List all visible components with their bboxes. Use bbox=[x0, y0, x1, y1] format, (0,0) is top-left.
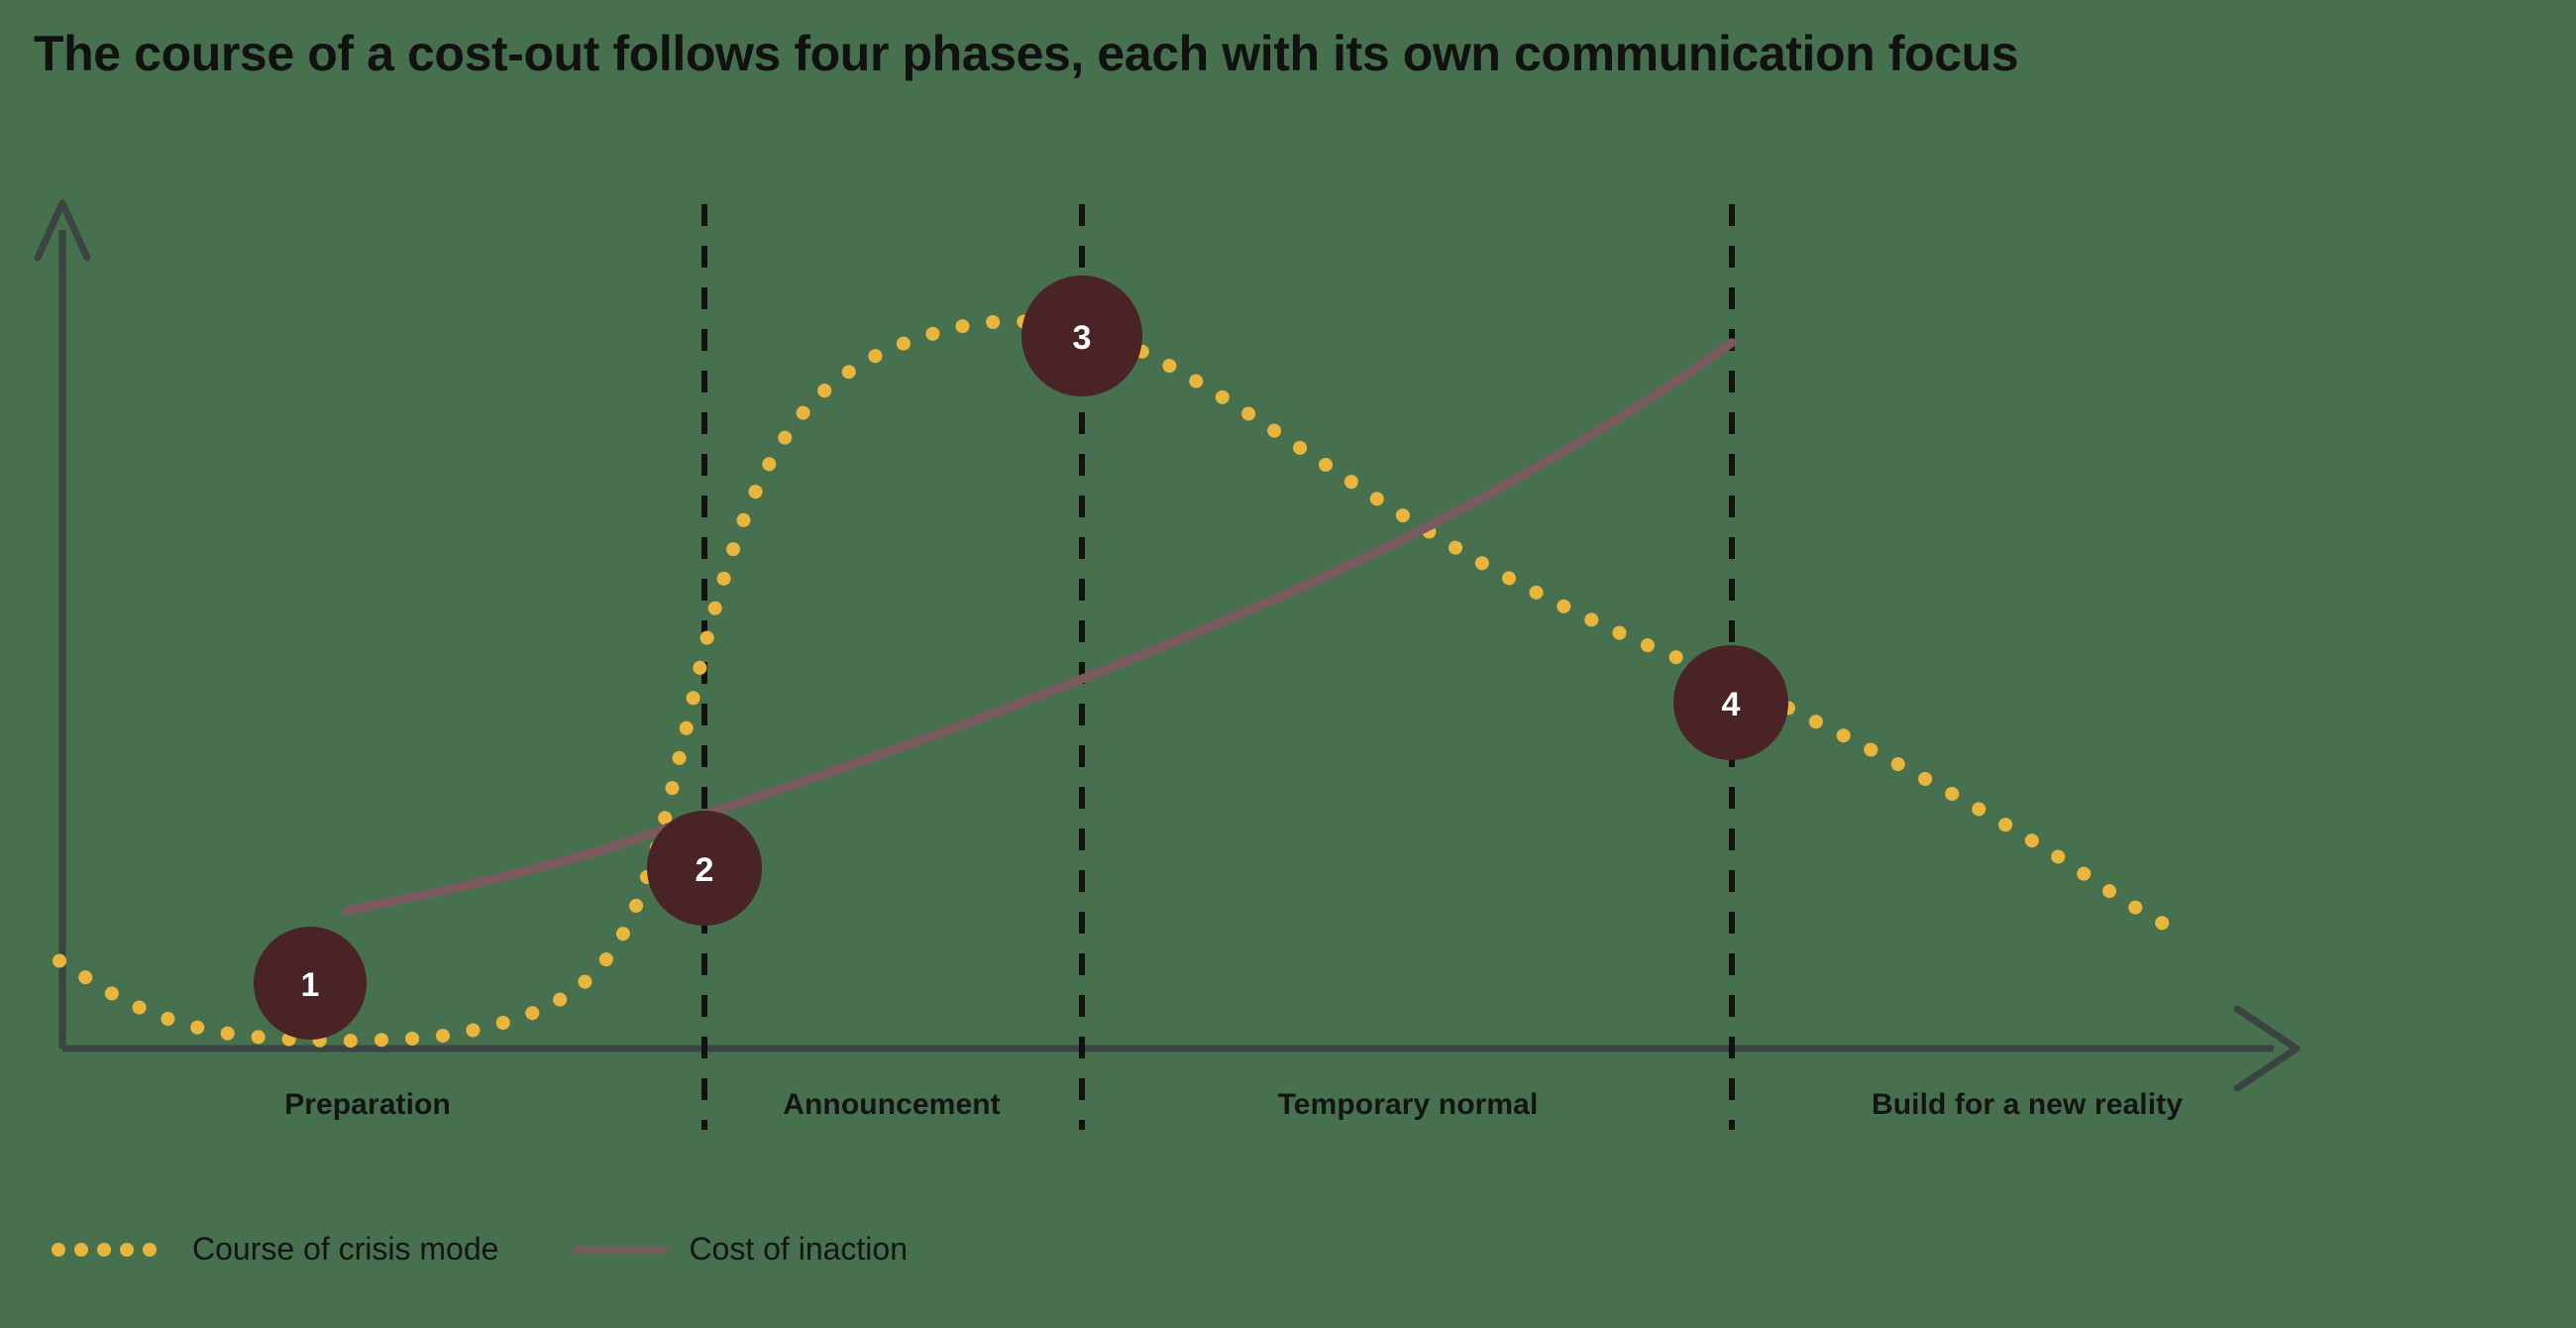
legend-label-cost-of-inaction: Cost of inaction bbox=[689, 1231, 908, 1267]
phase-label-1: Preparation bbox=[284, 1088, 451, 1121]
chart-legend: Course of crisis mode Cost of inaction bbox=[52, 1231, 908, 1268]
marker-circle bbox=[1673, 645, 1788, 760]
legend-label-crisis-mode: Course of crisis mode bbox=[192, 1231, 499, 1267]
marker-number: 2 bbox=[696, 851, 714, 889]
marker-circle bbox=[1021, 276, 1142, 396]
marker-circle bbox=[647, 811, 762, 926]
phase-label-4: Build for a new reality bbox=[1871, 1088, 2184, 1121]
marker-circle bbox=[254, 927, 367, 1040]
phase-label-3: Temporary normal bbox=[1277, 1088, 1539, 1121]
phase-divider-group bbox=[701, 204, 1735, 1130]
dotted-line-swatch-icon bbox=[52, 1242, 157, 1257]
phase-marker-1[interactable]: 1 bbox=[254, 927, 367, 1040]
y-axis-arrow-head bbox=[34, 199, 91, 262]
series-group bbox=[53, 314, 2177, 1049]
phase-label-2: Announcement bbox=[783, 1088, 1001, 1121]
page-title: The course of a cost-out follows four ph… bbox=[34, 26, 2019, 81]
x-axis-arrow-head bbox=[2233, 1005, 2301, 1092]
solid-line-swatch-icon bbox=[574, 1246, 668, 1253]
phase-marker-group: 1 2 3 4 bbox=[254, 276, 1788, 1040]
phase-marker-3[interactable]: 3 bbox=[1021, 276, 1142, 396]
legend-item-cost-of-inaction[interactable]: Cost of inaction bbox=[574, 1231, 908, 1268]
phase-marker-2[interactable]: 2 bbox=[647, 811, 762, 926]
marker-number: 3 bbox=[1073, 319, 1092, 357]
series-line-cost-of-inaction bbox=[342, 338, 1737, 916]
phase-marker-4[interactable]: 4 bbox=[1673, 645, 1788, 760]
legend-item-crisis-mode[interactable]: Course of crisis mode bbox=[52, 1231, 498, 1268]
axes-group bbox=[34, 199, 2301, 1092]
series-line-course-of-crisis-mode bbox=[53, 314, 2177, 1049]
marker-number: 1 bbox=[301, 966, 320, 1004]
marker-number: 4 bbox=[1722, 686, 1741, 723]
